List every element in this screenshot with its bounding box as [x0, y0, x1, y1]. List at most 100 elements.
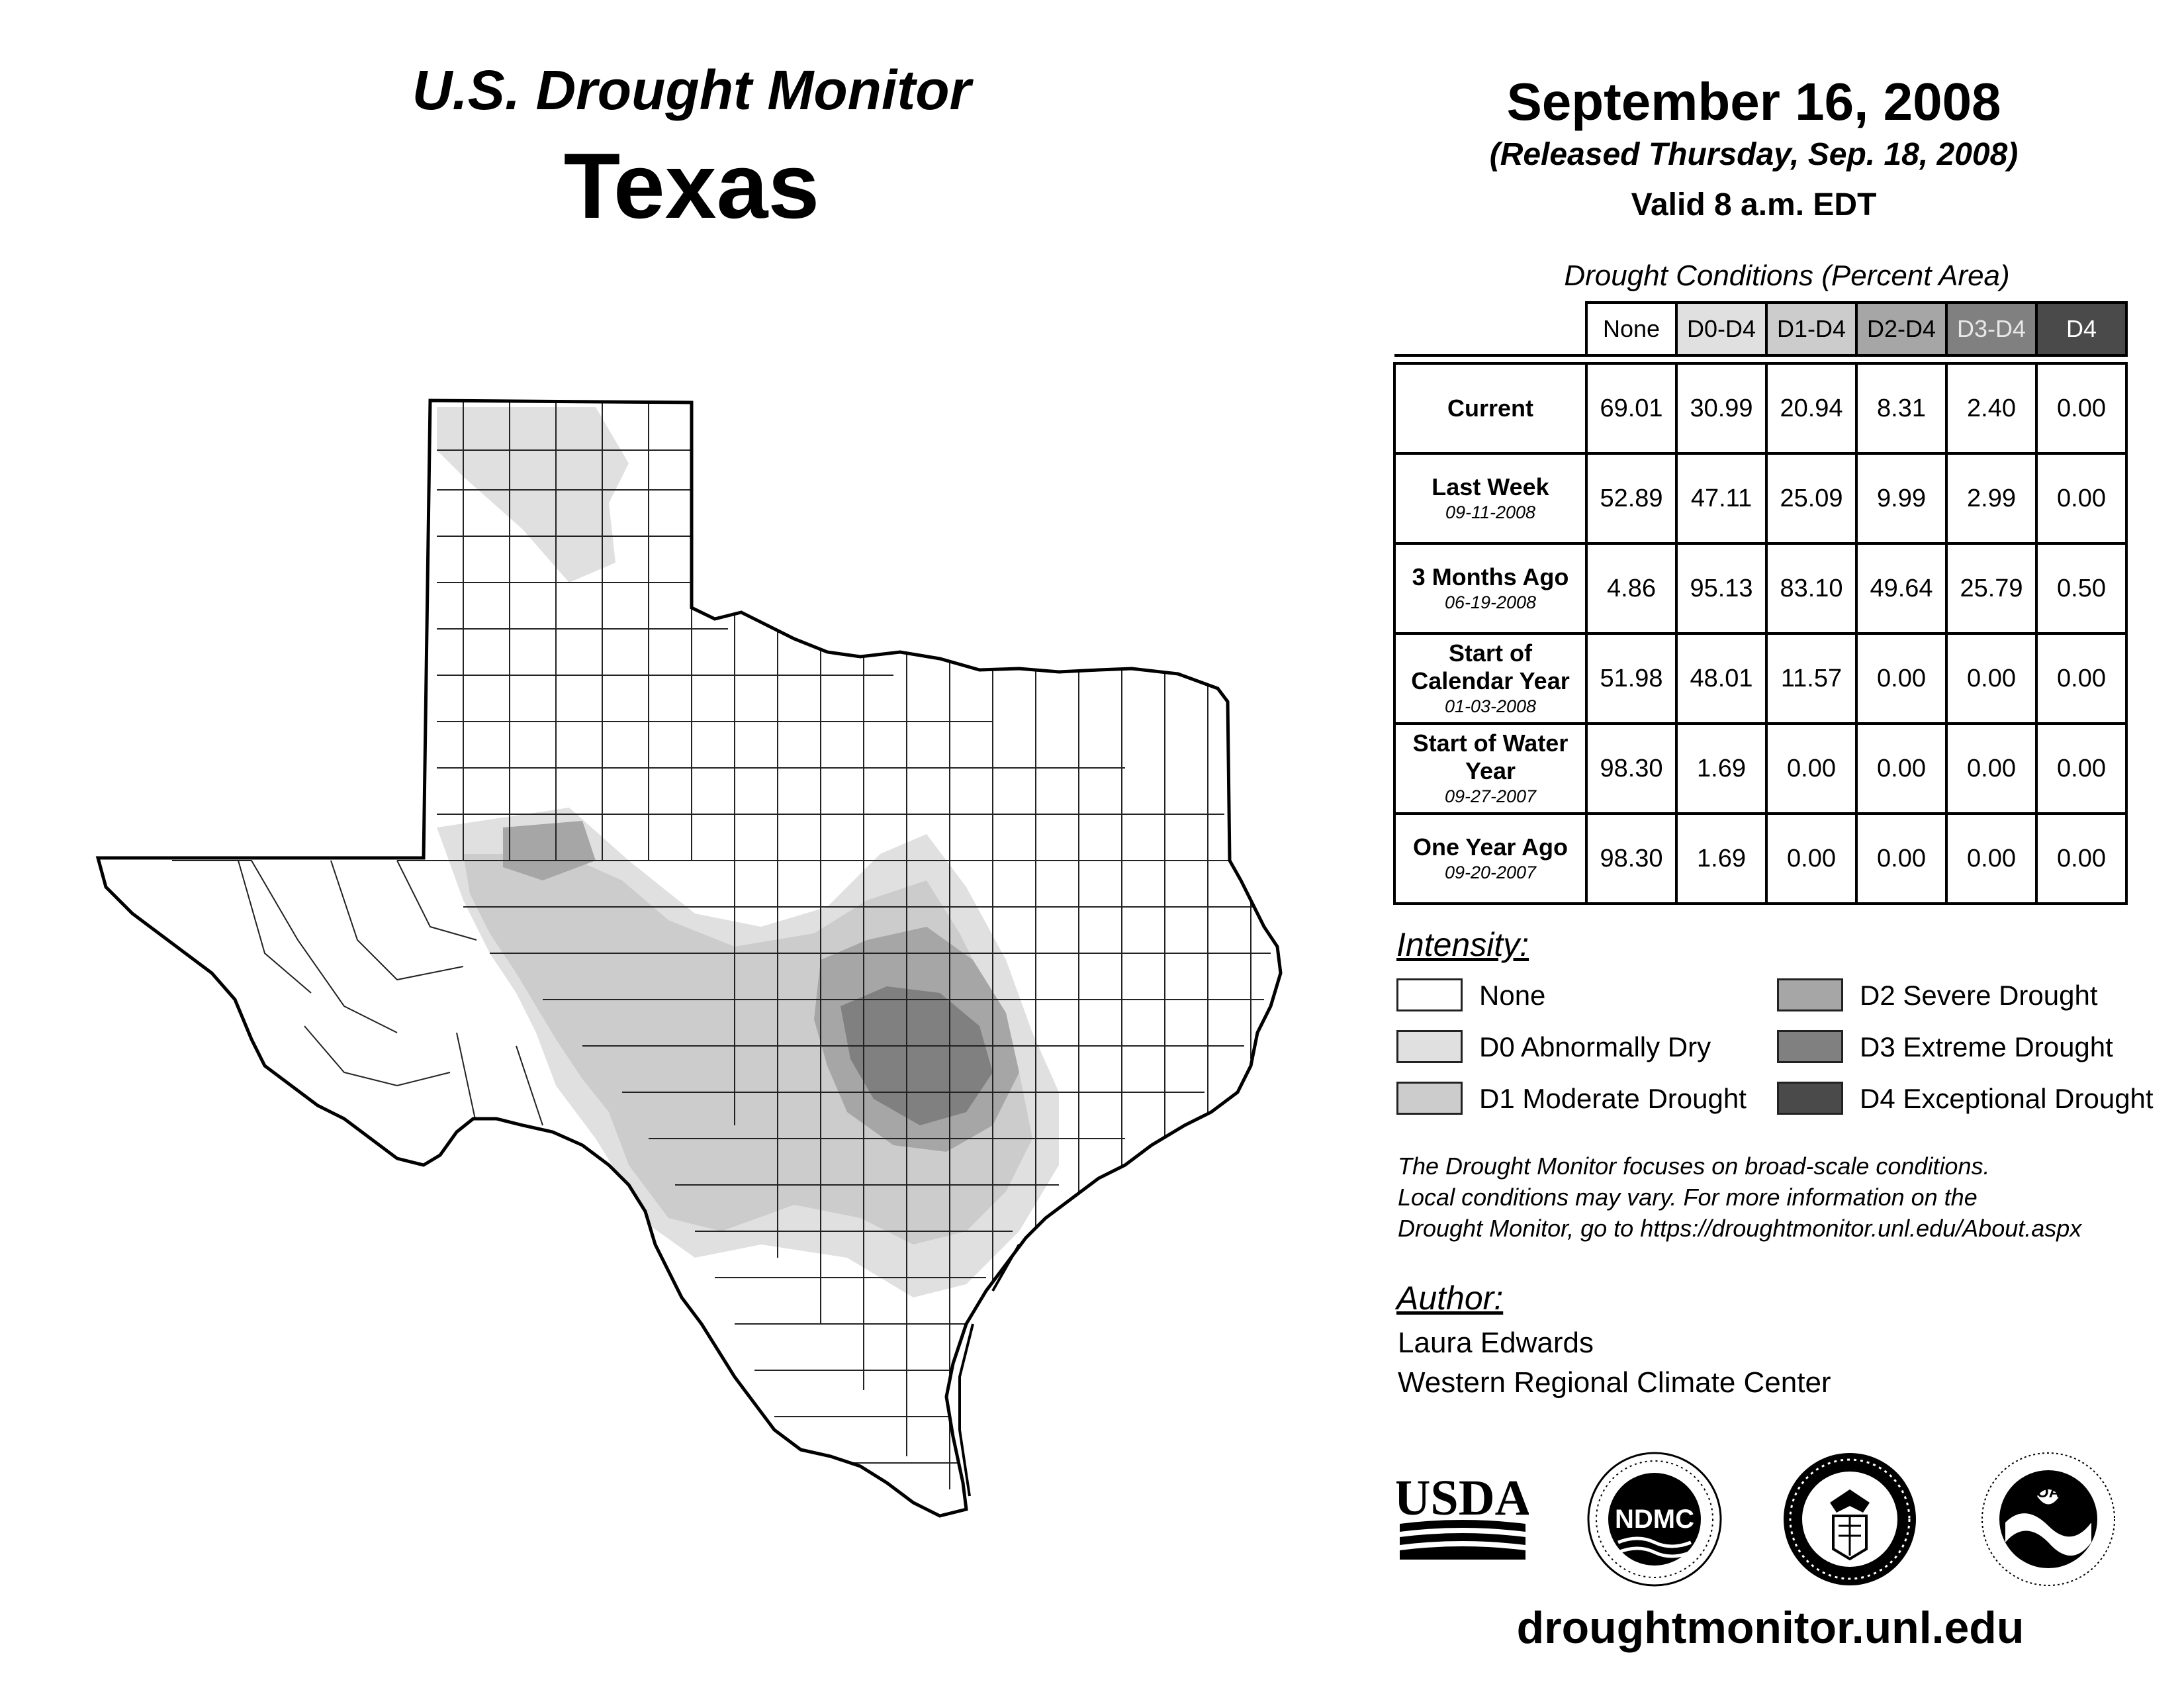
- table-cell: 0.00: [2035, 722, 2128, 815]
- table-cell: 0.00: [1765, 722, 1858, 815]
- table-cell: 52.89: [1585, 452, 1678, 545]
- table-caption: Drought Conditions (Percent Area): [1564, 259, 2010, 292]
- noaa-logo-text: NOAA: [2025, 1483, 2072, 1501]
- table-cell: 0.00: [2035, 362, 2128, 455]
- table-cell: 0.50: [2035, 542, 2128, 635]
- table-cell: 2.99: [1945, 452, 2038, 545]
- table-cell: 98.30: [1585, 722, 1678, 815]
- table-cell: 47.11: [1675, 452, 1768, 545]
- state-title: Texas: [563, 134, 820, 238]
- col-header: D3-D4: [1945, 301, 2038, 357]
- table-cell: 0.00: [1855, 722, 1948, 815]
- disclaimer-note: The Drought Monitor focuses on broad-sca…: [1398, 1150, 2179, 1244]
- table-cell: 0.00: [1945, 722, 2038, 815]
- legend-swatch: [1396, 1030, 1463, 1063]
- col-header: D2-D4: [1855, 301, 1948, 357]
- legend-label: D4 Exceptional Drought: [1860, 1083, 2154, 1114]
- table-header-row: None D0-D4 D1-D4 D2-D4 D3-D4 D4: [1394, 301, 2128, 357]
- d0-area: [437, 407, 629, 583]
- row-label: Last Week 09-11-2008: [1393, 452, 1588, 545]
- legend-swatch: [1777, 1082, 1843, 1115]
- row-date: 09-20-2007: [1444, 863, 1537, 882]
- table-cell: 0.00: [1855, 632, 1948, 725]
- county-lines: [172, 400, 1271, 1489]
- col-header: D1-D4: [1765, 301, 1858, 357]
- table-cell: 49.64: [1855, 542, 1948, 635]
- table-cell: 0.00: [1765, 812, 1858, 905]
- table-row: Last Week 09-11-2008 52.89 47.11 25.09 9.99 2.…: [1393, 452, 2128, 545]
- row-label-text: Last Week: [1432, 473, 1549, 500]
- usda-logo-text: USDA: [1396, 1470, 1529, 1526]
- legend-swatch: [1777, 978, 1843, 1011]
- legend-label: D1 Moderate Drought: [1479, 1083, 1747, 1114]
- d3-area: [841, 986, 993, 1125]
- table-cell: 98.30: [1585, 812, 1678, 905]
- row-label: Current: [1393, 362, 1588, 455]
- ndmc-logo-text: NDMC: [1615, 1505, 1694, 1534]
- table-cell: 83.10: [1765, 542, 1858, 635]
- table-row: Start of Water Year 09-27-2007 98.30 1.69 0.…: [1393, 722, 2128, 815]
- note-line: Local conditions may vary. For more info…: [1398, 1184, 1978, 1211]
- row-label: One Year Ago 09-20-2007: [1393, 812, 1588, 905]
- note-line: Drought Monitor, go to https://droughtmo…: [1398, 1215, 2082, 1242]
- website-url[interactable]: droughtmonitor.unl.edu: [1516, 1603, 2025, 1653]
- map-date: September 16, 2008: [1506, 72, 2001, 131]
- row-label: Start of Calendar Year 01-03-2008: [1393, 632, 1588, 725]
- table-cell: 0.00: [1855, 812, 1948, 905]
- row-label-text: Current: [1447, 395, 1533, 422]
- col-header: D0-D4: [1675, 301, 1768, 357]
- row-date: 09-11-2008: [1445, 502, 1536, 522]
- table-cell: 20.94: [1765, 362, 1858, 455]
- table-cell: 0.00: [2035, 452, 2128, 545]
- legend-label: D2 Severe Drought: [1860, 980, 2098, 1011]
- row-label-text: Start of Calendar Year: [1411, 639, 1570, 694]
- legend-label: D3 Extreme Drought: [1860, 1031, 2113, 1062]
- table-cell: 4.86: [1585, 542, 1678, 635]
- author-org: Western Regional Climate Center: [1398, 1366, 1831, 1399]
- table-cell: 9.99: [1855, 452, 1948, 545]
- col-header: None: [1585, 301, 1678, 357]
- legend-swatch: [1777, 1030, 1843, 1063]
- table-row: Current 69.01 30.99 20.94 8.31 2.40 0.00: [1393, 362, 2128, 455]
- texas-drought-map: [95, 399, 1283, 1518]
- table-cell: 8.31: [1855, 362, 1948, 455]
- row-label-text: 3 Months Ago: [1412, 563, 1569, 590]
- col-header: D4: [2035, 301, 2128, 357]
- legend-swatch: [1396, 978, 1463, 1011]
- valid-time: Valid 8 a.m. EDT: [1631, 187, 1877, 222]
- row-label-text: Start of Water Year: [1412, 729, 1569, 784]
- row-date: 09-27-2007: [1444, 786, 1537, 806]
- table-row: Start of Calendar Year 01-03-2008 51.98 48.…: [1393, 632, 2128, 725]
- table-row: 3 Months Ago 06-19-2008 4.86 95.13 83.10 49.6…: [1393, 542, 2128, 635]
- table-cell: 25.09: [1765, 452, 1858, 545]
- table-cell: 0.00: [1945, 632, 2038, 725]
- release-date: (Released Thursday, Sep. 18, 2008): [1489, 137, 2019, 172]
- table-row: One Year Ago 09-20-2007 98.30 1.69 0.00 0.00 0…: [1393, 812, 2128, 905]
- table-cell: 69.01: [1585, 362, 1678, 455]
- legend-swatch: [1396, 1082, 1463, 1115]
- table-cell: 30.99: [1675, 362, 1768, 455]
- table-cell: 51.98: [1585, 632, 1678, 725]
- noaa-logo: NOAA: [1979, 1450, 2118, 1589]
- author-title: Author:: [1396, 1280, 1504, 1317]
- note-line: The Drought Monitor focuses on broad-sca…: [1398, 1152, 1990, 1180]
- usda-logo: USDA: [1396, 1463, 1529, 1562]
- table-cell: 25.79: [1945, 542, 2038, 635]
- legend-label: None: [1479, 980, 1546, 1011]
- table-cell: 0.00: [1945, 812, 2038, 905]
- drought-areas: [437, 407, 1059, 1297]
- row-label-text: One Year Ago: [1412, 833, 1569, 861]
- header-blank: [1394, 303, 1586, 355]
- ndmc-logo: NDMC: [1585, 1450, 1724, 1589]
- table-cell: 1.69: [1675, 722, 1768, 815]
- legend-label: D0 Abnormally Dry: [1479, 1031, 1711, 1062]
- map-title: U.S. Drought Monitor: [412, 59, 972, 121]
- table-cell: 2.40: [1945, 362, 2038, 455]
- d2-area: [503, 821, 596, 880]
- drought-stats-table: None D0-D4 D1-D4 D2-D4 D3-D4 D4 Current 6…: [1393, 301, 2128, 905]
- legend-title: Intensity:: [1396, 926, 1529, 963]
- table-cell: 11.57: [1765, 632, 1858, 725]
- table-cell: 48.01: [1675, 632, 1768, 725]
- row-date: 06-19-2008: [1444, 592, 1537, 612]
- author-name: Laura Edwards: [1398, 1327, 1594, 1359]
